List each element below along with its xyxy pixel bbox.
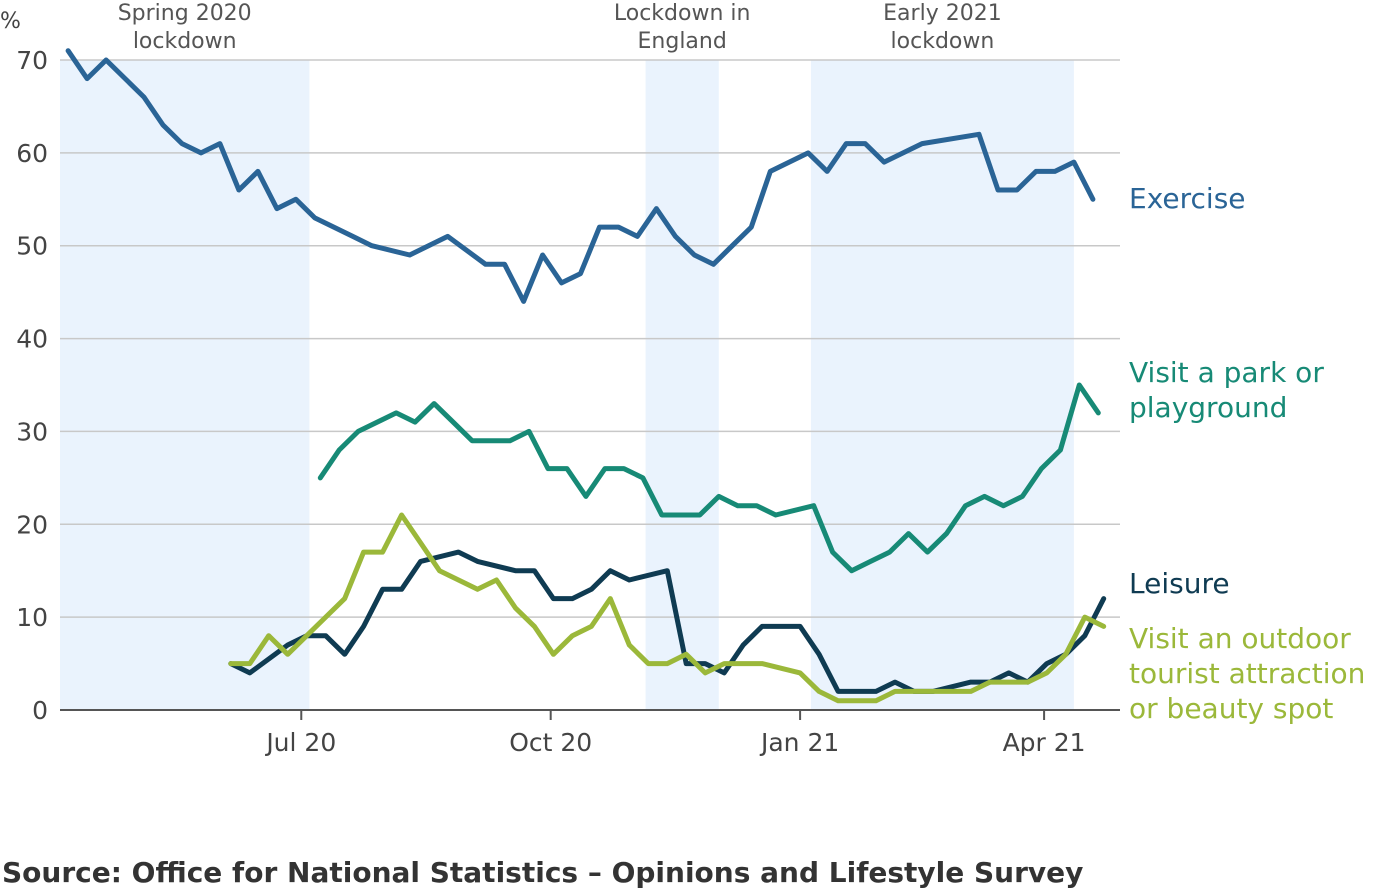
- x-tick-label-apr-21: Apr 21: [1003, 728, 1086, 757]
- period-annotations: Spring 2020 lockdown Lockdown in England Ear…: [118, 1, 1002, 54]
- x-tick-label-jan-21: Jan 21: [759, 728, 839, 757]
- period-annotation-3-line-1: Early 2021: [883, 1, 1002, 26]
- y-tick-label-50: 50: [16, 232, 48, 261]
- y-tick-label-60: 60: [16, 139, 48, 168]
- x-tick-label-oct-20: Oct 20: [509, 728, 592, 757]
- y-tick-label-30: 30: [16, 417, 48, 446]
- series-label-visit-an-outdoor-tourist-attraction-or-beauty-spot-line-2: tourist attraction: [1129, 657, 1365, 690]
- series-label-visit-a-park-or-playground-line-1: Visit a park or: [1129, 356, 1324, 389]
- period-annotation-1-line-1: Spring 2020: [118, 1, 252, 26]
- series-label-visit-an-outdoor-tourist-attraction-or-beauty-spot-line-1: Visit an outdoor: [1129, 622, 1351, 655]
- period-annotation-1-line-2: lockdown: [133, 29, 237, 54]
- series-line-leisure: [228, 549, 1107, 694]
- shaded-period-2: [645, 60, 719, 710]
- series-label-leisure-line-1: Leisure: [1129, 567, 1230, 600]
- series-label-visit-a-park-or-playground-line-2: playground: [1129, 391, 1287, 424]
- shaded-period-1: [60, 60, 310, 710]
- series-label-exercise-line-1: Exercise: [1129, 182, 1246, 215]
- series-label-visit-an-outdoor-tourist-attraction-or-beauty-spot-line-3: or beauty spot: [1129, 692, 1333, 725]
- y-axis: 0 10 20 30 40 50 60 70: [16, 46, 48, 725]
- series-line-exercise: [65, 48, 1096, 304]
- y-tick-label-0: 0: [32, 696, 48, 725]
- series-line-visit-an-outdoor-tourist-attraction-or-beauty-spot: [228, 512, 1107, 704]
- y-tick-label-70: 70: [16, 46, 48, 75]
- line-chart: 0 10 20 30 40 50 60 70 Jul 20 Oct 20 Jan 21 Apr 21…: [0, 1, 1365, 757]
- y-unit-label: %: [0, 9, 21, 34]
- period-annotation-2-line-1: Lockdown in: [614, 1, 751, 26]
- y-tick-label-10: 10: [16, 603, 48, 632]
- period-annotation-2-line-2: England: [638, 29, 727, 54]
- x-tick-label-jul-20: Jul 20: [264, 728, 336, 757]
- source-note: Source: Office for National Statistics –…: [2, 856, 1084, 889]
- period-annotation-3-line-2: lockdown: [891, 29, 995, 54]
- shaded-periods: [60, 60, 1074, 710]
- y-tick-label-40: 40: [16, 325, 48, 354]
- x-axis: Jul 20 Oct 20 Jan 21 Apr 21: [264, 710, 1086, 757]
- y-tick-label-20: 20: [16, 510, 48, 539]
- series-lines: [65, 48, 1107, 704]
- shaded-period-3: [810, 60, 1074, 710]
- series-line-visit-a-park-or-playground: [317, 382, 1101, 574]
